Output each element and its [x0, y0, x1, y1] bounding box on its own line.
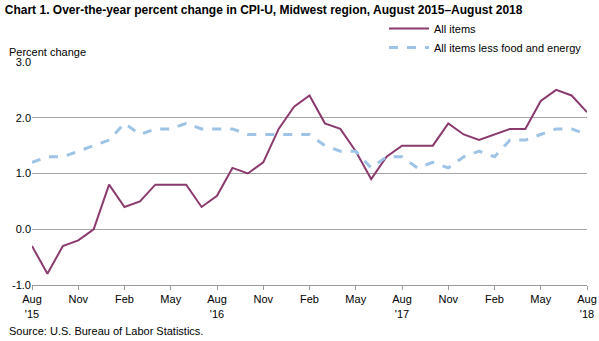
- svg-text:-1.0: -1.0: [12, 279, 31, 291]
- svg-text:Aug'16: Aug'16: [207, 293, 227, 319]
- svg-text:Aug'15: Aug'15: [22, 293, 42, 319]
- svg-text:Feb: Feb: [300, 293, 319, 305]
- svg-text:2.0: 2.0: [16, 112, 31, 124]
- svg-text:Nov: Nov: [253, 293, 273, 305]
- svg-text:3.0: 3.0: [16, 56, 31, 68]
- svg-text:Feb: Feb: [115, 293, 134, 305]
- svg-text:1.0: 1.0: [16, 167, 31, 179]
- svg-text:Aug'18: Aug'18: [577, 293, 597, 319]
- svg-text:Percent change: Percent change: [9, 46, 86, 58]
- svg-text:Aug'17: Aug'17: [392, 293, 412, 319]
- svg-text:All items: All items: [434, 23, 476, 35]
- svg-text:0.0: 0.0: [16, 223, 31, 235]
- svg-text:May: May: [530, 293, 551, 305]
- svg-text:All items less food and energy: All items less food and energy: [434, 42, 581, 54]
- svg-text:May: May: [345, 293, 366, 305]
- svg-text:Source: U.S. Bureau of Labor S: Source: U.S. Bureau of Labor Statistics.: [9, 325, 203, 337]
- svg-text:May: May: [160, 293, 181, 305]
- svg-text:Nov: Nov: [68, 293, 88, 305]
- svg-text:Chart 1. Over-the-year percent: Chart 1. Over-the-year percent change in…: [5, 3, 523, 17]
- svg-text:Nov: Nov: [438, 293, 458, 305]
- svg-text:Feb: Feb: [485, 293, 504, 305]
